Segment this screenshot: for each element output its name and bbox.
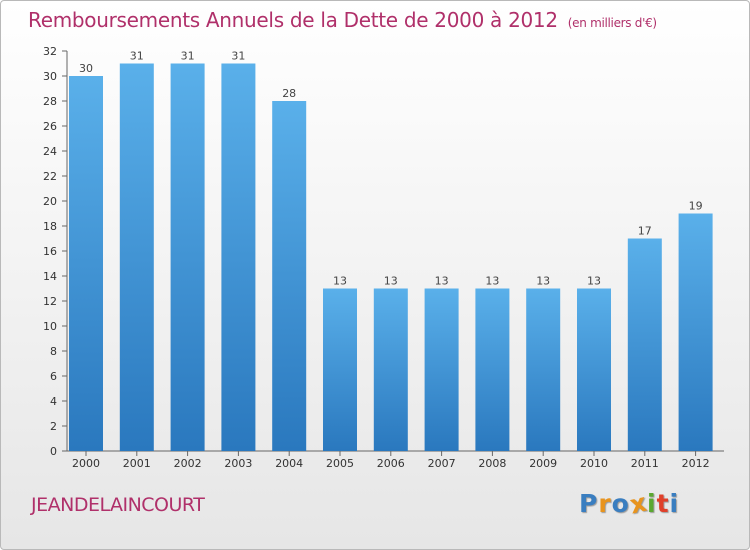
y-tick-label: 22 — [43, 170, 57, 183]
bar-value-label: 30 — [79, 62, 93, 75]
y-tick-label: 8 — [50, 345, 57, 358]
y-tick-label: 10 — [43, 320, 57, 333]
bar-value-label: 13 — [333, 275, 347, 288]
y-tick-label: 14 — [43, 270, 57, 283]
y-tick-label: 32 — [43, 45, 57, 58]
x-tick-label: 2001 — [123, 457, 151, 470]
x-tick-label: 2002 — [174, 457, 202, 470]
y-tick-label: 26 — [43, 120, 57, 133]
bar — [69, 76, 103, 451]
bar — [424, 288, 459, 451]
logo-letter: P — [579, 489, 599, 518]
y-tick-label: 30 — [43, 70, 57, 83]
bar — [119, 63, 154, 451]
bar-value-label: 13 — [435, 275, 449, 288]
y-tick-label: 16 — [43, 245, 57, 258]
bar — [526, 288, 561, 451]
y-tick-label: 0 — [50, 445, 57, 458]
commune-name: JEANDELAINCOURT — [31, 494, 205, 516]
bar-value-label: 28 — [282, 87, 296, 100]
x-tick-label: 2011 — [631, 457, 659, 470]
x-tick-label: 2007 — [428, 457, 456, 470]
bar — [475, 288, 510, 451]
bar-value-label: 31 — [231, 50, 245, 63]
bar — [627, 238, 662, 451]
x-tick-label: 2005 — [326, 457, 354, 470]
chart-unit-note: (en milliers d'€) — [567, 16, 657, 30]
x-tick-label: 2012 — [682, 457, 710, 470]
x-tick-label: 2006 — [377, 457, 405, 470]
y-tick-label: 28 — [43, 95, 57, 108]
chart-title-text: Remboursements Annuels de la Dette de 20… — [28, 8, 558, 32]
y-tick-label: 24 — [43, 145, 57, 158]
proxiti-logo: Proxiti — [579, 488, 680, 520]
x-tick-label: 2009 — [529, 457, 557, 470]
bar — [170, 63, 205, 451]
y-tick-label: 18 — [43, 220, 57, 233]
x-tick-label: 2000 — [72, 457, 100, 470]
bar-value-label: 31 — [130, 50, 144, 63]
y-tick-label: 4 — [50, 395, 57, 408]
logo-letter: o — [611, 489, 630, 518]
bar — [323, 288, 357, 451]
bar-value-label: 13 — [485, 275, 499, 288]
y-tick-label: 6 — [50, 370, 57, 383]
chart-title: Remboursements Annuels de la Dette de 20… — [28, 8, 657, 32]
logo-letter: i — [669, 489, 680, 518]
y-tick-label: 20 — [43, 195, 57, 208]
bar-value-label: 17 — [638, 225, 652, 238]
bar — [577, 288, 611, 451]
y-tick-label: 2 — [50, 420, 57, 433]
x-tick-label: 2008 — [478, 457, 506, 470]
logo-letter: i — [647, 489, 657, 518]
x-tick-label: 2003 — [224, 457, 252, 470]
bar — [221, 63, 256, 451]
logo-letter: r — [598, 489, 612, 518]
bar-value-label: 31 — [181, 50, 195, 63]
bar-value-label: 19 — [689, 200, 703, 213]
bar — [272, 101, 307, 451]
logo-letter: t — [656, 489, 670, 518]
bar — [373, 288, 408, 451]
x-tick-label: 2004 — [275, 457, 303, 470]
bar — [678, 213, 713, 451]
bar-value-label: 13 — [587, 275, 601, 288]
x-tick-label: 2010 — [580, 457, 608, 470]
bar-value-label: 13 — [384, 275, 398, 288]
y-tick-label: 12 — [43, 295, 57, 308]
bar-value-label: 13 — [536, 275, 550, 288]
